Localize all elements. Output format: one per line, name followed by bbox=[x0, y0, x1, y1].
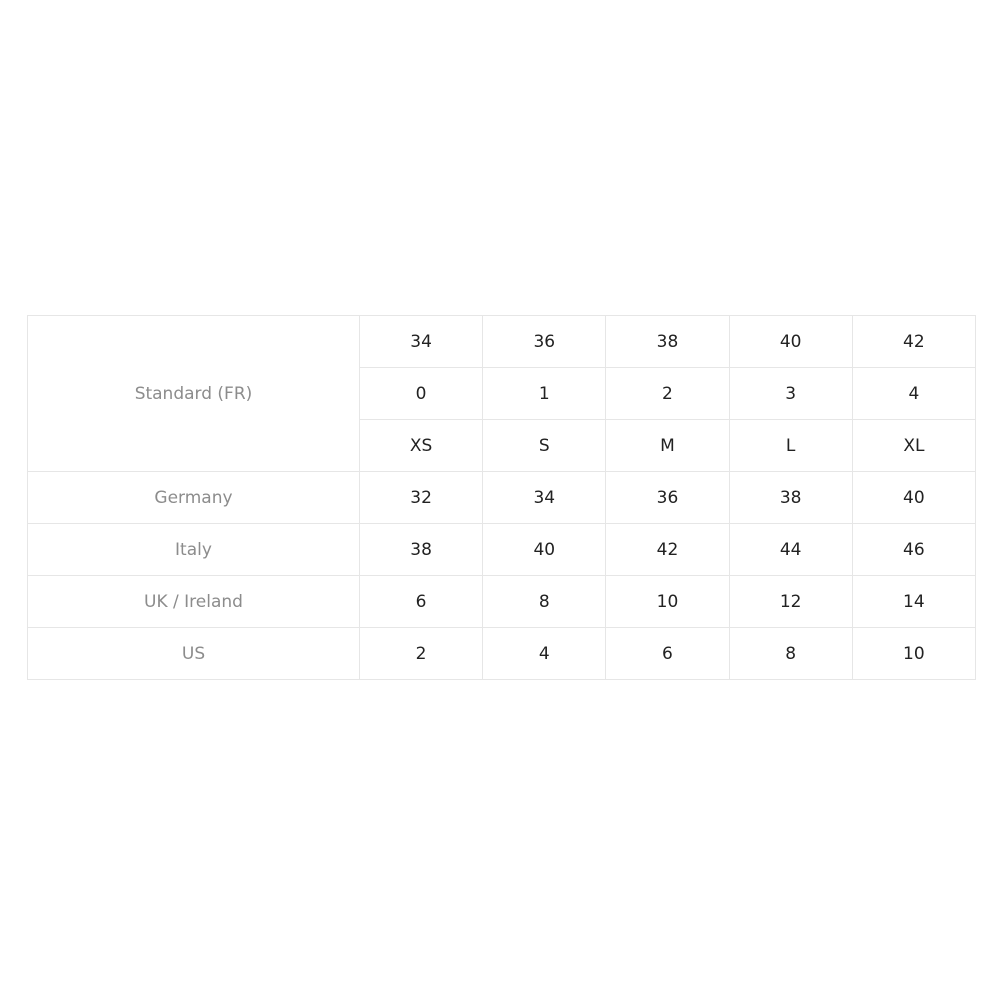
table-row: XS S M L XL bbox=[28, 419, 977, 472]
size-cell: 3 bbox=[728, 367, 853, 420]
size-cell: 40 bbox=[728, 315, 853, 368]
size-cell: 4 bbox=[482, 627, 607, 680]
table-row: UK / Ireland 6 8 10 12 14 bbox=[27, 575, 977, 628]
size-cell: 1 bbox=[482, 367, 607, 420]
size-cell: 10 bbox=[605, 575, 730, 628]
size-cell: 32 bbox=[358, 471, 484, 524]
table-row: Standard (FR) 34 36 38 40 42 bbox=[27, 315, 977, 472]
size-cell: 14 bbox=[851, 575, 977, 628]
size-cell: 2 bbox=[358, 627, 484, 680]
size-cell: 42 bbox=[851, 315, 977, 368]
size-cell: 46 bbox=[851, 523, 977, 576]
size-cell: 8 bbox=[482, 575, 607, 628]
size-cell: 38 bbox=[605, 315, 730, 368]
size-cell: 6 bbox=[358, 575, 484, 628]
size-cell: 10 bbox=[851, 627, 977, 680]
size-cell: 0 bbox=[358, 367, 484, 420]
row-label: Italy bbox=[27, 523, 360, 576]
size-cell: XS bbox=[358, 419, 484, 472]
size-cell: 2 bbox=[605, 367, 730, 420]
row-label: Germany bbox=[27, 471, 360, 524]
size-cell: 36 bbox=[605, 471, 730, 524]
table-row: US 2 4 6 8 10 bbox=[27, 627, 977, 680]
size-cell: 8 bbox=[728, 627, 853, 680]
row-label: Standard (FR) bbox=[27, 315, 360, 472]
table-row: Germany 32 34 36 38 40 bbox=[27, 471, 977, 524]
row-label: US bbox=[27, 627, 360, 680]
size-cell: 38 bbox=[728, 471, 853, 524]
size-cell: 42 bbox=[605, 523, 730, 576]
size-cell: 38 bbox=[358, 523, 484, 576]
size-cell: 6 bbox=[605, 627, 730, 680]
size-table-body: Standard (FR) 34 36 38 40 42 0 1 2 3 4 XS S M L XL Germa… bbox=[27, 315, 977, 680]
size-cell: M bbox=[605, 419, 730, 472]
size-cell: 12 bbox=[728, 575, 853, 628]
size-cell: 44 bbox=[728, 523, 853, 576]
size-cell: 4 bbox=[851, 367, 977, 420]
size-cell: 34 bbox=[358, 315, 484, 368]
row-label: UK / Ireland bbox=[27, 575, 360, 628]
size-cell: 34 bbox=[482, 471, 607, 524]
size-cell: 40 bbox=[482, 523, 607, 576]
size-cell: S bbox=[482, 419, 607, 472]
size-cell: L bbox=[728, 419, 853, 472]
size-cell: 40 bbox=[851, 471, 977, 524]
size-cell: XL bbox=[851, 419, 977, 472]
size-cell: 36 bbox=[482, 315, 607, 368]
size-table: Standard (FR) 34 36 38 40 42 0 1 2 3 4 XS S M L XL Germa… bbox=[27, 315, 977, 680]
table-row: Italy 38 40 42 44 46 bbox=[27, 523, 977, 576]
